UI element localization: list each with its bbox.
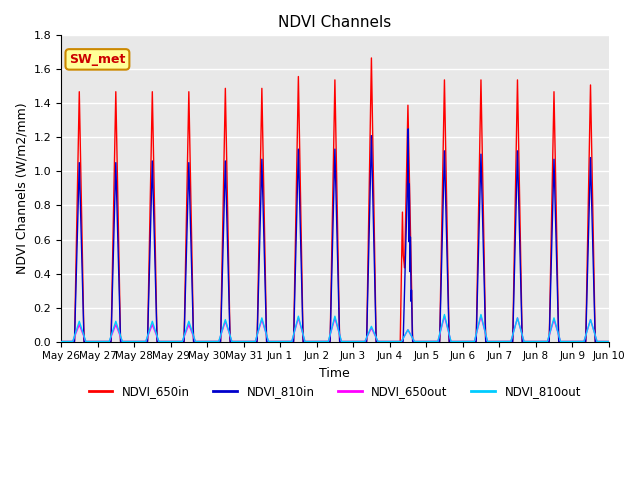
NDVI_650in bbox=[605, 339, 612, 345]
NDVI_810out bbox=[410, 338, 418, 344]
NDVI_810out bbox=[440, 312, 448, 317]
NDVI_650out bbox=[440, 313, 448, 319]
NDVI_650in bbox=[367, 55, 375, 61]
Legend: NDVI_650in, NDVI_810in, NDVI_650out, NDVI_810out: NDVI_650in, NDVI_810in, NDVI_650out, NDV… bbox=[84, 381, 586, 403]
NDVI_650in bbox=[168, 339, 176, 345]
NDVI_650out bbox=[174, 339, 182, 345]
NDVI_650in bbox=[57, 339, 65, 345]
NDVI_810in bbox=[603, 339, 611, 345]
NDVI_810in bbox=[411, 339, 419, 345]
NDVI_650out bbox=[410, 338, 418, 344]
NDVI_810out bbox=[262, 330, 270, 336]
NDVI_650in bbox=[174, 339, 182, 345]
NDVI_650out bbox=[603, 339, 611, 345]
X-axis label: Time: Time bbox=[319, 367, 350, 380]
NDVI_650in bbox=[411, 339, 419, 345]
NDVI_650in bbox=[488, 339, 496, 345]
NDVI_650out bbox=[57, 339, 65, 345]
NDVI_810in bbox=[262, 318, 270, 324]
NDVI_810in bbox=[168, 339, 176, 345]
Y-axis label: NDVI Channels (W/m2/mm): NDVI Channels (W/m2/mm) bbox=[15, 103, 28, 274]
Text: SW_met: SW_met bbox=[69, 53, 125, 66]
Line: NDVI_810in: NDVI_810in bbox=[61, 129, 609, 342]
NDVI_810out bbox=[174, 339, 182, 345]
NDVI_810out bbox=[57, 339, 65, 345]
NDVI_810out bbox=[488, 339, 496, 345]
NDVI_650in bbox=[262, 310, 270, 315]
NDVI_650out bbox=[262, 331, 270, 336]
NDVI_810in bbox=[57, 339, 65, 345]
NDVI_650out bbox=[605, 339, 612, 345]
NDVI_810out bbox=[168, 339, 176, 345]
Line: NDVI_810out: NDVI_810out bbox=[61, 314, 609, 342]
NDVI_810in bbox=[174, 339, 182, 345]
Line: NDVI_650out: NDVI_650out bbox=[61, 316, 609, 342]
NDVI_810in bbox=[404, 126, 412, 132]
NDVI_650out bbox=[488, 339, 496, 345]
NDVI_810out bbox=[605, 339, 612, 345]
NDVI_810out bbox=[603, 339, 611, 345]
Line: NDVI_650in: NDVI_650in bbox=[61, 58, 609, 342]
Title: NDVI Channels: NDVI Channels bbox=[278, 15, 392, 30]
NDVI_650in bbox=[603, 339, 611, 345]
NDVI_810in bbox=[605, 339, 612, 345]
NDVI_810in bbox=[488, 339, 496, 345]
NDVI_650out bbox=[168, 339, 176, 345]
